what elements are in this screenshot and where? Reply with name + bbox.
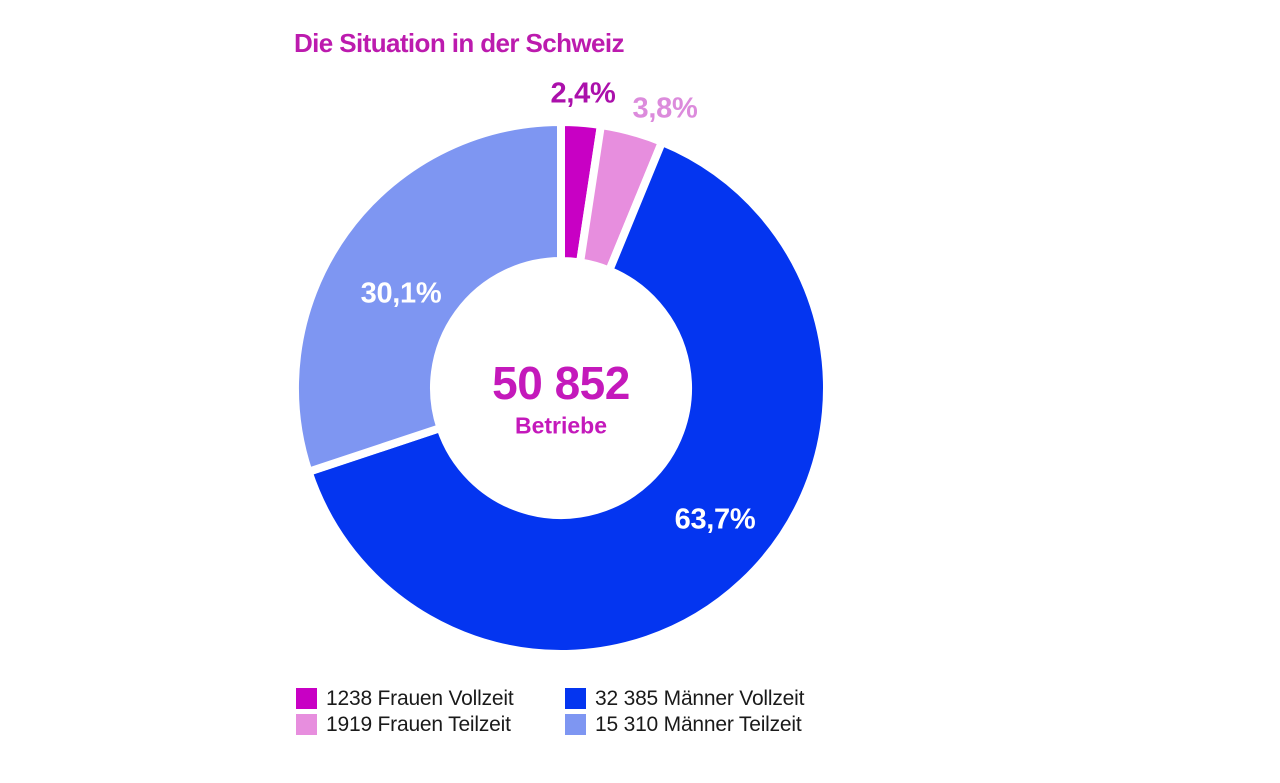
donut-segment-maenner-teilzeit xyxy=(291,117,565,477)
legend-column-maenner: 32 385 Männer Vollzeit 15 310 Männer Teil… xyxy=(565,686,805,740)
legend-swatch-1919-frauen-teilzeit xyxy=(296,714,317,735)
legend-label-1919-frauen-teilzeit: 1919 Frauen Teilzeit xyxy=(326,712,511,736)
slice-percent-label-frauen-teilzeit: 3,8% xyxy=(632,92,698,125)
chart-title: Die Situation in der Schweiz xyxy=(294,28,625,58)
legend-swatch-1238-frauen-vollzeit xyxy=(296,688,317,709)
legend-item-1919-frauen-teilzeit: 1919 Frauen Teilzeit xyxy=(296,712,513,736)
legend-swatch-15-310-maenner-teilzeit xyxy=(565,714,586,735)
legend-item-32-385-maenner-vollzeit: 32 385 Männer Vollzeit xyxy=(565,686,805,710)
legend-label-32-385-maenner-vollzeit: 32 385 Männer Vollzeit xyxy=(595,686,805,710)
slice-percent-label-maenner-vollzeit: 63,7% xyxy=(674,503,756,536)
donut-center-label: Betriebe xyxy=(514,412,608,439)
legend-swatch-32-385-maenner-vollzeit xyxy=(565,688,586,709)
legend-label-1238-frauen-vollzeit: 1238 Frauen Vollzeit xyxy=(326,686,514,710)
legend-label-15-310-maenner-teilzeit: 15 310 Männer Teilzeit xyxy=(595,712,802,736)
donut-center-value: 50 852 xyxy=(492,357,630,409)
donut-segment-maenner-vollzeit xyxy=(303,136,831,658)
legend-item-1238-frauen-vollzeit: 1238 Frauen Vollzeit xyxy=(296,686,514,710)
slice-percent-label-frauen-vollzeit: 2,4% xyxy=(550,77,616,110)
legend-column-frauen: 1238 Frauen Vollzeit 1919 Frauen Teilzeit xyxy=(296,686,514,740)
legend-item-15-310-maenner-teilzeit: 15 310 Männer Teilzeit xyxy=(565,712,804,736)
slice-percent-label-maenner-teilzeit: 30,1% xyxy=(360,277,442,310)
